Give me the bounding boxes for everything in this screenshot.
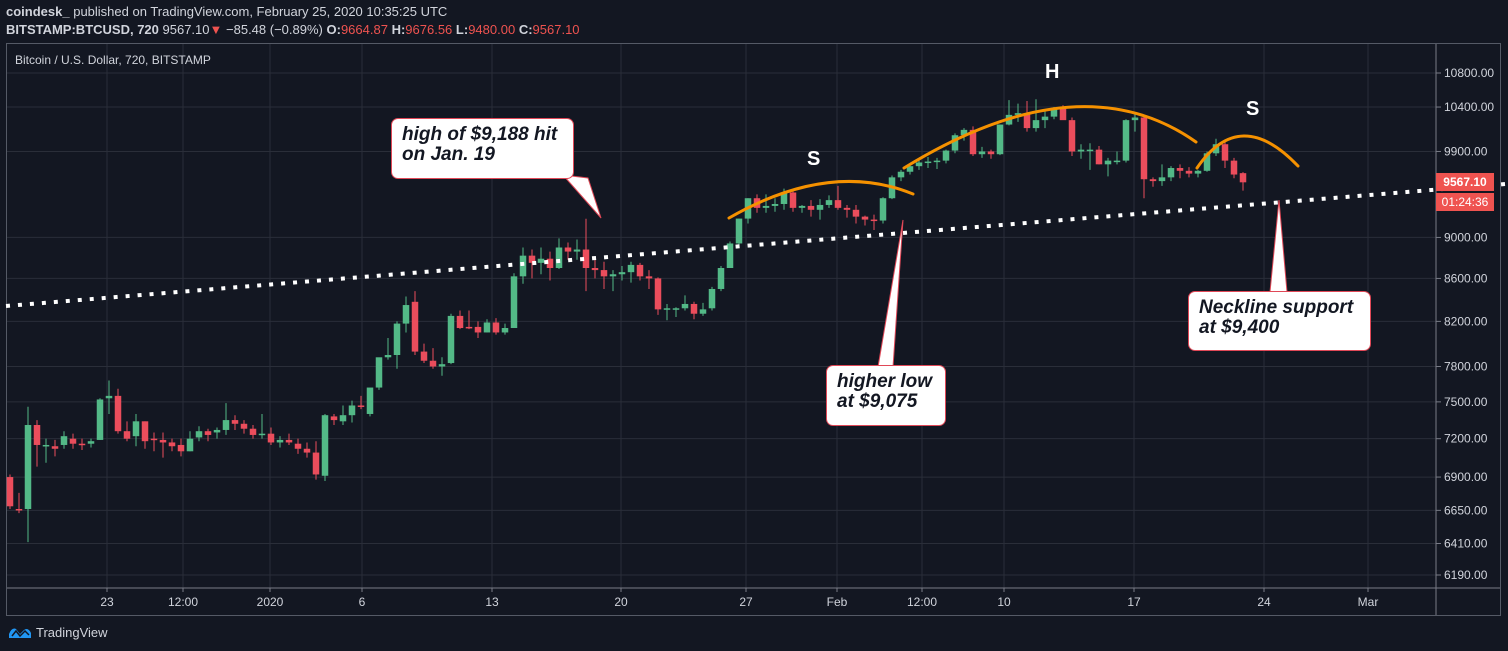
tradingview-brand[interactable]: TradingView: [8, 624, 108, 640]
svg-text:7200.00: 7200.00: [1444, 432, 1488, 446]
svg-text:2020: 2020: [257, 595, 284, 609]
callout-neck-line1: Neckline support: [1199, 297, 1354, 318]
down-arrow-icon: ▼: [209, 22, 223, 37]
axes: 10800.00 10400.00 9900.00 9000.00 8600.00 820…: [7, 44, 1500, 615]
svg-text:6190.00: 6190.00: [1444, 568, 1488, 582]
symbol-info: BITSTAMP:BTCUSD, 720 9567.10▼ −85.48 (−0…: [6, 22, 580, 37]
svg-text:10400.00: 10400.00: [1444, 100, 1494, 114]
svg-text:9900.00: 9900.00: [1444, 144, 1488, 158]
symbol-label: BITSTAMP:BTCUSD, 720: [6, 22, 159, 37]
open-label: O:: [326, 22, 341, 37]
svg-text:10: 10: [997, 595, 1011, 609]
svg-text:6410.00: 6410.00: [1444, 537, 1488, 551]
svg-text:24: 24: [1257, 595, 1271, 609]
svg-text:9000.00: 9000.00: [1444, 230, 1488, 244]
left-shoulder-label: S: [807, 148, 821, 170]
publish-info: coindesk_ published on TradingView.com, …: [6, 4, 447, 19]
svg-text:17: 17: [1127, 595, 1141, 609]
callout-neckline-support: Neckline support at $9,400: [1188, 291, 1371, 351]
svg-text:13: 13: [485, 595, 499, 609]
svg-text:12:00: 12:00: [907, 595, 937, 609]
svg-text:6900.00: 6900.00: [1444, 470, 1488, 484]
price-change: −85.48 (−0.89%): [226, 22, 323, 37]
svg-text:20: 20: [614, 595, 628, 609]
pattern-arcs: [727, 105, 1300, 220]
open-value: 9664.87: [340, 22, 388, 37]
svg-text:8200.00: 8200.00: [1444, 314, 1488, 328]
svg-text:27: 27: [739, 595, 753, 609]
bar-countdown-tag: 01:24:36: [1436, 193, 1494, 211]
publisher-name: coindesk_: [6, 4, 70, 19]
svg-text:6: 6: [359, 595, 366, 609]
close-label: C:: [518, 22, 533, 37]
svg-text:23: 23: [100, 595, 114, 609]
tradingview-logo-icon: [9, 628, 31, 638]
callout-higher-low: higher low at $9,075: [826, 365, 946, 426]
callout-neck-line2: at $9,400: [1199, 317, 1280, 338]
last-price-tag: 9567.10: [1436, 173, 1494, 191]
head-label: H: [1045, 61, 1060, 83]
svg-text:8600.00: 8600.00: [1444, 271, 1488, 285]
callout-high-line1: high of $9,188 hit: [402, 124, 558, 145]
svg-text:Feb: Feb: [827, 595, 848, 609]
candles: [6, 99, 1247, 543]
callout-high-line2: on Jan. 19: [402, 144, 495, 165]
low-label: L:: [455, 22, 469, 37]
svg-text:10800.00: 10800.00: [1444, 66, 1494, 80]
high-label: H:: [391, 22, 406, 37]
callout-high-jan19: high of $9,188 hit on Jan. 19: [391, 118, 574, 179]
svg-text:6650.00: 6650.00: [1444, 503, 1488, 517]
chart-frame[interactable]: [6, 43, 1501, 616]
publish-text: published on TradingView.com, February 2…: [73, 4, 448, 19]
svg-text:7500.00: 7500.00: [1444, 395, 1488, 409]
chart-legend-title: Bitcoin / U.S. Dollar, 720, BITSTAMP: [15, 53, 211, 67]
low-value: 9480.00: [468, 22, 516, 37]
right-shoulder-label: S: [1246, 98, 1260, 120]
svg-text:7800.00: 7800.00: [1444, 359, 1488, 373]
callout-low-line2: at $9,075: [837, 391, 918, 412]
callout-pointers: [561, 174, 1288, 368]
svg-text:Mar: Mar: [1358, 595, 1379, 609]
brand-label: TradingView: [36, 624, 108, 640]
svg-text:12:00: 12:00: [168, 595, 198, 609]
last-price: 9567.10: [162, 22, 210, 37]
high-value: 9676.56: [405, 22, 453, 37]
callout-low-line1: higher low: [837, 371, 932, 392]
close-value: 9567.10: [532, 22, 580, 37]
